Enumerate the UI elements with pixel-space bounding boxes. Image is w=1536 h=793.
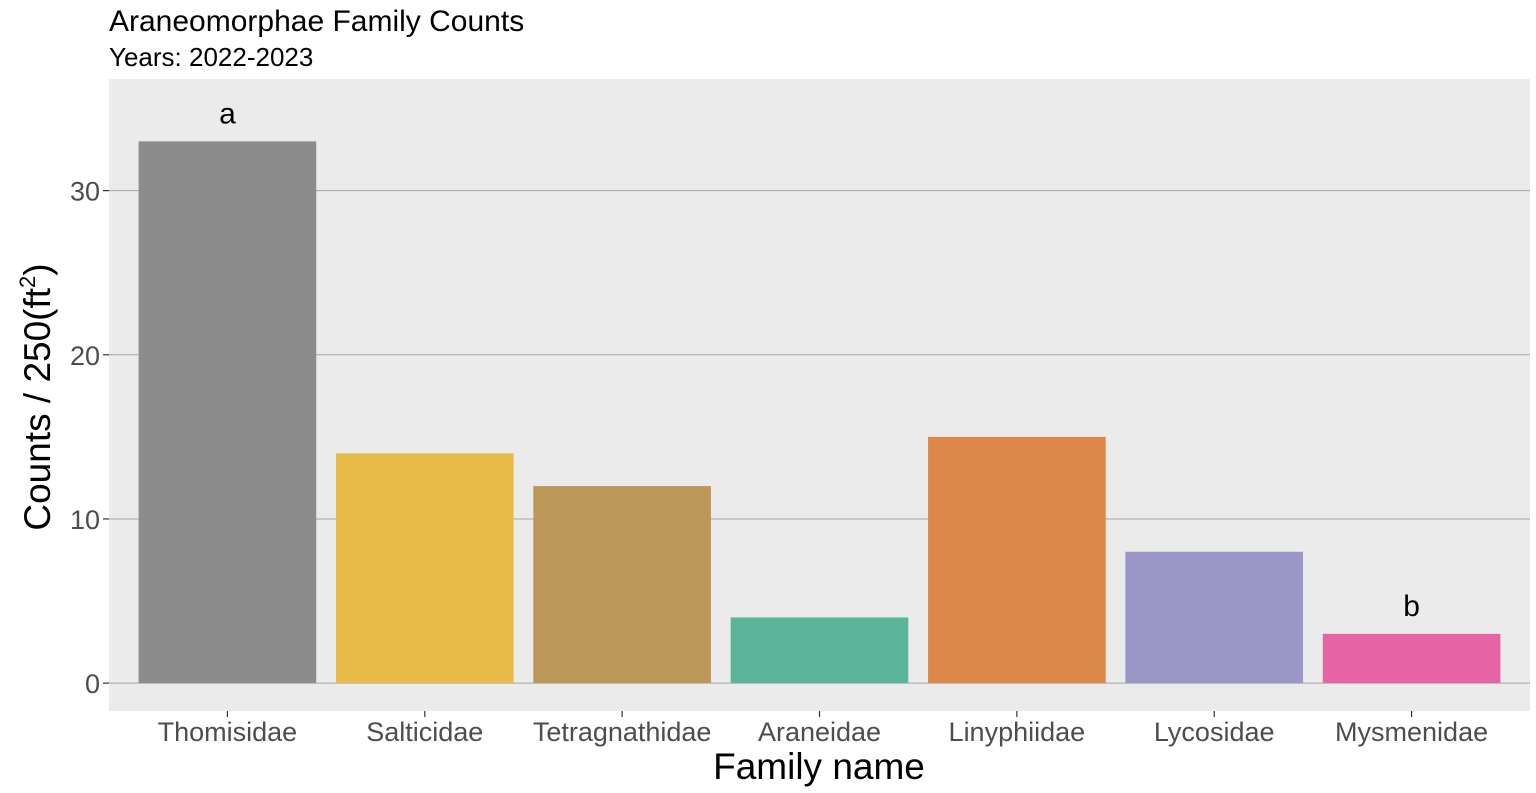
y-axis-title-suffix: ) xyxy=(17,263,58,275)
x-tick-label: Araneidae xyxy=(758,717,881,747)
bar-araneidae xyxy=(730,617,909,684)
y-axis-title-superscript: 2 xyxy=(15,276,40,288)
bar-lycosidae xyxy=(1125,551,1304,684)
significance-label: a xyxy=(219,97,236,130)
y-tick-label: 0 xyxy=(85,669,100,699)
x-axis-title: Family name xyxy=(713,746,925,787)
x-axis-ticks: Thomisidae Salticidae Tetragnathidae Aranei… xyxy=(158,711,1488,747)
y-tick-label: 30 xyxy=(70,177,100,207)
significance-label: b xyxy=(1403,590,1420,623)
x-tick-label: Lycosidae xyxy=(1154,717,1275,747)
y-tick-label: 10 xyxy=(70,505,100,535)
x-tick-label: Tetragnathidae xyxy=(533,717,712,747)
chart-subtitle: Years: 2022-2023 xyxy=(109,42,313,72)
y-tick-label: 20 xyxy=(70,341,100,371)
x-tick-label: Thomisidae xyxy=(158,717,298,747)
x-tick-label: Linyphiidae xyxy=(949,717,1086,747)
y-axis-title: Counts / 250(ft2) xyxy=(15,263,58,530)
bar-linyphiidae xyxy=(928,436,1106,684)
x-tick-label: Mysmenidae xyxy=(1335,717,1488,747)
chart-title: Araneomorphae Family Counts xyxy=(109,5,524,38)
bar-thomisidae xyxy=(138,141,317,684)
bar-mysmenidae xyxy=(1322,633,1501,684)
bar-tetragnathidae xyxy=(533,486,711,684)
plot-panel xyxy=(109,79,1530,711)
bars xyxy=(138,141,1501,684)
significance-labels: ab xyxy=(219,97,1420,622)
y-axis-title-prefix: Counts / 250(ft xyxy=(17,287,58,530)
x-tick-label: Salticidae xyxy=(366,717,483,747)
bar-salticidae xyxy=(335,453,514,684)
y-axis-ticks: 0 10 20 30 xyxy=(70,177,109,699)
